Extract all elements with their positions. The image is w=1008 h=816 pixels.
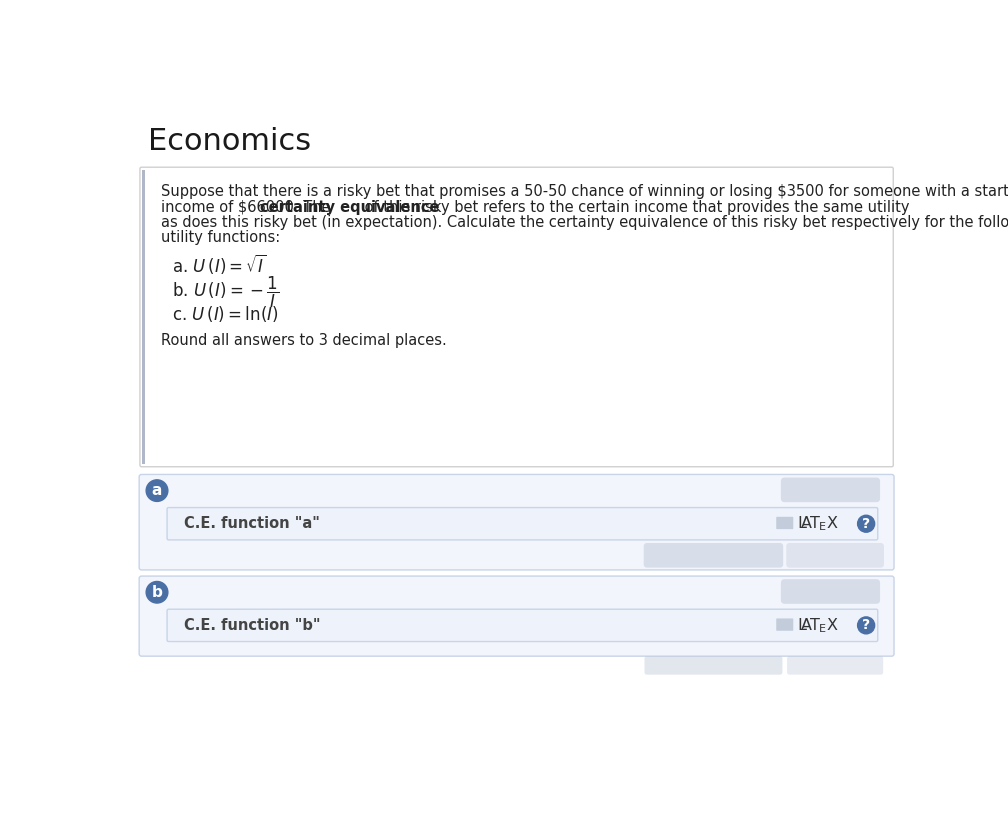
Circle shape <box>858 515 875 532</box>
Text: income of $66000. The: income of $66000. The <box>161 200 335 215</box>
Text: C.E. function "b": C.E. function "b" <box>184 618 321 633</box>
FancyBboxPatch shape <box>781 477 880 502</box>
FancyBboxPatch shape <box>786 543 884 568</box>
Text: of this risky bet refers to the certain income that provides the same utility: of this risky bet refers to the certain … <box>360 200 909 215</box>
Text: C.E. function "a": C.E. function "a" <box>184 517 320 531</box>
Text: L$\!\!$A$\!$T$_{\rm E}$X: L$\!\!$A$\!$T$_{\rm E}$X <box>797 514 839 533</box>
FancyBboxPatch shape <box>644 543 783 568</box>
Text: b: b <box>151 585 162 600</box>
Text: Suppose that there is a risky bet that promises a 50-50 chance of winning or los: Suppose that there is a risky bet that p… <box>161 184 1008 199</box>
FancyBboxPatch shape <box>139 576 894 656</box>
FancyBboxPatch shape <box>787 656 883 675</box>
Text: Economics: Economics <box>148 127 310 156</box>
Text: ?: ? <box>862 517 870 530</box>
Circle shape <box>858 617 875 634</box>
Text: b. $U\,(I)= -\dfrac{1}{I}$: b. $U\,(I)= -\dfrac{1}{I}$ <box>172 275 280 310</box>
FancyBboxPatch shape <box>167 610 878 641</box>
Text: utility functions:: utility functions: <box>161 230 280 246</box>
FancyBboxPatch shape <box>776 619 793 631</box>
FancyBboxPatch shape <box>139 474 894 570</box>
Text: a: a <box>152 483 162 498</box>
FancyBboxPatch shape <box>142 171 145 463</box>
Text: as does this risky bet (in expectation). Calculate the certainty equivalence of : as does this risky bet (in expectation).… <box>161 215 1008 230</box>
Text: L$\!\!$A$\!$T$_{\rm E}$X: L$\!\!$A$\!$T$_{\rm E}$X <box>797 616 839 635</box>
FancyBboxPatch shape <box>167 508 878 540</box>
Text: a. $U\,(I)= \sqrt{I}$: a. $U\,(I)= \sqrt{I}$ <box>172 252 267 276</box>
FancyBboxPatch shape <box>781 579 880 604</box>
Circle shape <box>146 480 168 501</box>
Text: Round all answers to 3 decimal places.: Round all answers to 3 decimal places. <box>161 333 447 348</box>
FancyBboxPatch shape <box>776 517 793 529</box>
Text: certainty equivalence: certainty equivalence <box>260 200 439 215</box>
Circle shape <box>146 582 168 603</box>
FancyBboxPatch shape <box>140 167 893 467</box>
Text: c. $U\,(I)= \ln(I)$: c. $U\,(I)= \ln(I)$ <box>172 304 279 324</box>
Text: ?: ? <box>862 619 870 632</box>
FancyBboxPatch shape <box>644 656 782 675</box>
